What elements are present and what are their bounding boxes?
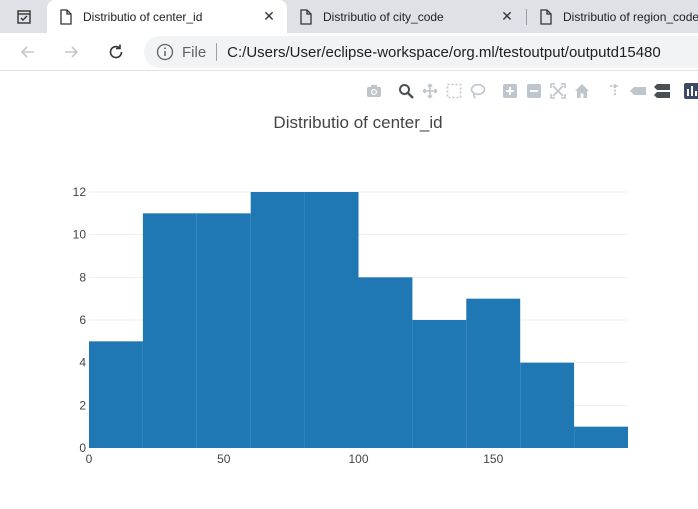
box-select-icon[interactable] (444, 81, 464, 101)
histogram-bar[interactable] (89, 341, 143, 448)
autoscale-icon[interactable] (548, 81, 568, 101)
file-icon (300, 8, 312, 25)
reload-button[interactable] (102, 38, 130, 66)
y-tick-label: 4 (79, 356, 86, 370)
histogram-bar[interactable] (574, 426, 628, 448)
y-axis-ticks: 0 2 4 6 8 10 12 (73, 185, 87, 455)
tab-city-code[interactable]: Distributio of city_code ✕ (287, 0, 525, 33)
zoom-in-icon[interactable] (500, 81, 520, 101)
camera-icon[interactable] (364, 81, 384, 101)
y-tick-label: 6 (79, 313, 86, 327)
tab-title: Distributio of center_id (83, 9, 203, 24)
url-text[interactable]: C:/Users/User/eclipse-workspace/org.ml/t… (227, 43, 661, 61)
tab-title: Distributio of city_code (323, 9, 444, 24)
y-tick-label: 2 (79, 398, 86, 412)
page-content: Distributio of center_id 0 2 4 6 8 10 12 0 50 10… (0, 71, 698, 509)
histogram-bar[interactable] (358, 277, 413, 448)
histogram-plot[interactable]: 0 2 4 6 8 10 12 0 50 100 150 (0, 71, 698, 509)
x-tick-label: 150 (483, 452, 503, 466)
histogram-bar[interactable] (142, 213, 197, 448)
spike-lines-icon[interactable] (604, 81, 624, 101)
y-tick-label: 12 (73, 185, 87, 199)
histogram-bar[interactable] (250, 192, 305, 448)
histogram-bar[interactable] (304, 192, 359, 448)
zoom-icon[interactable] (396, 81, 416, 101)
address-separator (216, 43, 218, 61)
y-tick-label: 10 (73, 228, 87, 242)
hover-closest-icon[interactable] (628, 81, 648, 101)
tab-actions-icon (17, 10, 31, 24)
back-button[interactable] (14, 38, 42, 66)
browser-toolbar: File C:/Users/User/eclipse-workspace/org… (0, 33, 698, 71)
histogram-bar[interactable] (412, 320, 467, 448)
histogram-bar[interactable] (520, 362, 575, 448)
x-tick-label: 50 (217, 452, 231, 466)
file-icon (60, 8, 72, 25)
forward-button[interactable] (57, 38, 85, 66)
tab-separator (526, 9, 527, 25)
reset-axes-icon[interactable] (572, 81, 592, 101)
histogram-bars (89, 192, 628, 448)
x-tick-label: 0 (86, 452, 93, 466)
tab-actions-button[interactable] (6, 4, 42, 30)
x-axis-ticks: 0 50 100 150 (86, 452, 504, 466)
chart-title: Distributio of center_id (273, 113, 443, 132)
hover-compare-icon[interactable] (652, 81, 672, 101)
scheme-label: File (182, 43, 207, 61)
close-icon[interactable]: ✕ (501, 8, 513, 24)
y-tick-label: 0 (79, 441, 86, 455)
pan-icon[interactable] (420, 81, 440, 101)
arrow-left-icon (20, 46, 34, 58)
x-tick-label: 100 (348, 452, 368, 466)
zoom-out-icon[interactable] (524, 81, 544, 101)
info-icon[interactable] (156, 43, 174, 61)
tab-strip: Distributio of center_id ✕ Distributio o… (0, 0, 698, 33)
y-tick-label: 8 (79, 270, 86, 284)
arrow-right-icon (65, 46, 79, 58)
plotly-logo-icon[interactable] (682, 81, 698, 101)
tab-title: Distributio of region_code (563, 9, 698, 24)
tab-region-code[interactable]: Distributio of region_code (527, 0, 698, 33)
address-bar[interactable]: File C:/Users/User/eclipse-workspace/org… (144, 36, 698, 68)
histogram-bar[interactable] (196, 213, 251, 448)
reload-icon (109, 44, 123, 59)
file-icon (540, 8, 552, 25)
histogram-bar[interactable] (466, 298, 521, 448)
lasso-icon[interactable] (468, 81, 488, 101)
tab-center-id[interactable]: Distributio of center_id ✕ (47, 0, 287, 33)
close-icon[interactable]: ✕ (263, 8, 275, 24)
